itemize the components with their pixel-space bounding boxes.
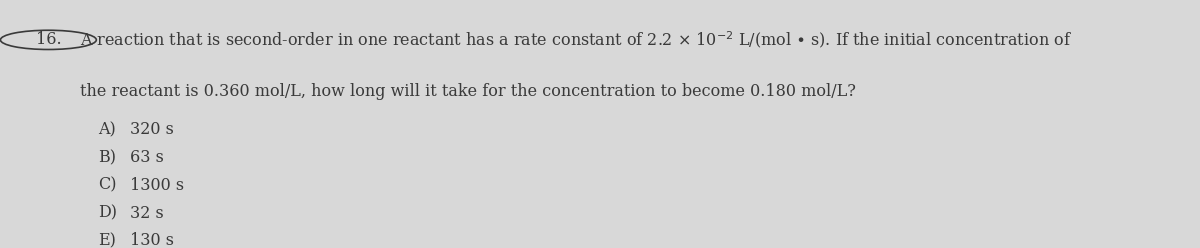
Text: 63 s: 63 s [131, 149, 164, 166]
Text: A reaction that is second-order in one reactant has a rate constant of 2.2 $\tim: A reaction that is second-order in one r… [80, 30, 1073, 50]
Text: 32 s: 32 s [131, 205, 164, 221]
Text: C): C) [98, 177, 116, 194]
Text: A): A) [98, 121, 116, 138]
Text: 320 s: 320 s [131, 121, 174, 138]
Text: E): E) [98, 232, 116, 248]
Text: 1300 s: 1300 s [131, 177, 185, 194]
Text: D): D) [98, 205, 118, 221]
Text: the reactant is 0.360 mol/L, how long will it take for the concentration to beco: the reactant is 0.360 mol/L, how long wi… [80, 83, 857, 100]
Text: 130 s: 130 s [131, 232, 174, 248]
Text: 16.: 16. [36, 31, 61, 48]
Text: B): B) [98, 149, 116, 166]
